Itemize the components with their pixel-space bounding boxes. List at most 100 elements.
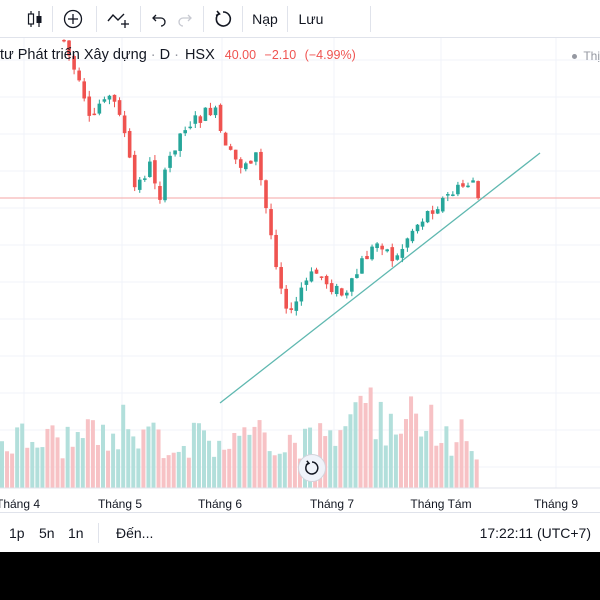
volume-bar xyxy=(292,442,297,488)
toolbar-separator xyxy=(96,6,97,32)
candle xyxy=(345,290,349,299)
range-5d-button[interactable]: 5n xyxy=(39,525,55,541)
candle xyxy=(233,149,238,165)
candle xyxy=(329,279,334,295)
candle xyxy=(112,94,117,108)
candle xyxy=(355,268,359,279)
time-axis-label: Tháng 6 xyxy=(198,497,242,511)
volume-bar xyxy=(232,432,237,488)
candle xyxy=(319,276,324,281)
volume-bar xyxy=(404,419,408,488)
volume-bar xyxy=(212,456,217,488)
refresh-icon[interactable] xyxy=(211,0,235,38)
market-status[interactable]: Thị xyxy=(572,49,600,63)
candle xyxy=(143,175,147,182)
toolbar-separator xyxy=(287,6,288,32)
volume-bar xyxy=(146,426,151,488)
candle xyxy=(415,223,420,234)
volume-bar xyxy=(398,433,403,488)
compare-add-icon[interactable] xyxy=(104,0,132,38)
volume-bar xyxy=(20,423,25,488)
candle xyxy=(259,148,263,186)
time-axis-label: Tháng Tám xyxy=(410,497,471,511)
plus-circle-icon[interactable] xyxy=(60,0,86,38)
candle xyxy=(228,143,233,151)
volume-bar xyxy=(111,433,116,488)
candle xyxy=(213,105,218,119)
candle xyxy=(395,253,400,261)
candles-icon[interactable] xyxy=(22,0,48,38)
volume-bar xyxy=(358,395,363,488)
market-status-label: Thị xyxy=(583,49,600,63)
range-1y-button[interactable]: 1n xyxy=(68,525,84,541)
volume-bar xyxy=(181,445,186,488)
volume-bar xyxy=(323,436,328,488)
candle xyxy=(92,107,97,116)
candle xyxy=(410,228,415,244)
reset-chart-button[interactable] xyxy=(298,454,326,482)
volume-bar xyxy=(106,450,111,488)
undo-icon[interactable] xyxy=(148,0,170,38)
price-chart[interactable]: Tháng 4 Tháng 5 Tháng 6 Tháng 7 Tháng Tám Thá… xyxy=(0,38,600,512)
load-button[interactable]: Nạp xyxy=(252,11,278,27)
top-toolbar: Nạp Lưu xyxy=(0,0,600,38)
volume-bar xyxy=(186,457,191,488)
candle xyxy=(451,191,455,197)
candle xyxy=(87,90,92,122)
volume-bar xyxy=(156,429,161,488)
volume-bar xyxy=(343,426,348,488)
toolbar-separator xyxy=(203,6,204,32)
redo-icon[interactable] xyxy=(174,0,196,38)
volume-bar xyxy=(469,451,474,488)
candle xyxy=(208,102,213,117)
candle xyxy=(62,39,66,43)
volume-bar xyxy=(267,451,272,488)
volume-bar xyxy=(363,402,368,488)
candle xyxy=(183,126,187,137)
volume-bar xyxy=(5,451,10,488)
volume-bar xyxy=(449,455,454,488)
goto-date-button[interactable]: Đến... xyxy=(116,525,154,541)
volume-bar xyxy=(10,453,15,488)
volume-bar xyxy=(287,434,292,488)
candle xyxy=(148,157,152,178)
candle xyxy=(466,182,470,188)
refresh-icon xyxy=(305,460,319,475)
volume-bar xyxy=(333,445,338,488)
volume-bar xyxy=(196,423,201,488)
volume-bar xyxy=(262,432,267,488)
volume-bar xyxy=(75,432,80,488)
candle xyxy=(163,167,167,203)
candle xyxy=(425,210,430,224)
save-button[interactable]: Lưu xyxy=(298,11,324,27)
volume-bar xyxy=(373,439,378,488)
symbol-legend[interactable]: tư Phát triển Xây dựng · D · HSX 40.00 −… xyxy=(0,46,361,64)
candle xyxy=(324,274,329,289)
toolbar-separator xyxy=(140,6,141,32)
volume-bar xyxy=(388,413,393,488)
time-axis-label: Tháng 5 xyxy=(98,497,142,511)
price-values: 40.00 −2.10 (−4.99%) xyxy=(225,48,361,62)
volume-bar xyxy=(444,426,449,488)
volume-bar xyxy=(242,427,247,488)
candle xyxy=(67,40,71,61)
volume-bar xyxy=(474,459,479,488)
volume-bar xyxy=(40,447,45,488)
volume-bar xyxy=(95,444,100,488)
candle xyxy=(309,267,314,283)
clock-label[interactable]: 17:22:11 (UTC+7) xyxy=(479,525,591,541)
volume-bar xyxy=(151,422,156,488)
candle xyxy=(97,99,102,116)
trendline[interactable] xyxy=(219,152,541,404)
range-1d-button[interactable]: 1p xyxy=(9,525,25,541)
candle xyxy=(279,262,283,295)
volume-bar xyxy=(237,435,242,488)
candle xyxy=(117,97,122,117)
candle xyxy=(173,150,177,157)
candle xyxy=(400,244,405,263)
last-price: 40.00 xyxy=(224,48,257,62)
interval-label: D xyxy=(159,47,171,63)
volume-bar xyxy=(434,445,439,488)
volume-bar xyxy=(50,425,55,488)
volume-bar xyxy=(338,430,343,488)
